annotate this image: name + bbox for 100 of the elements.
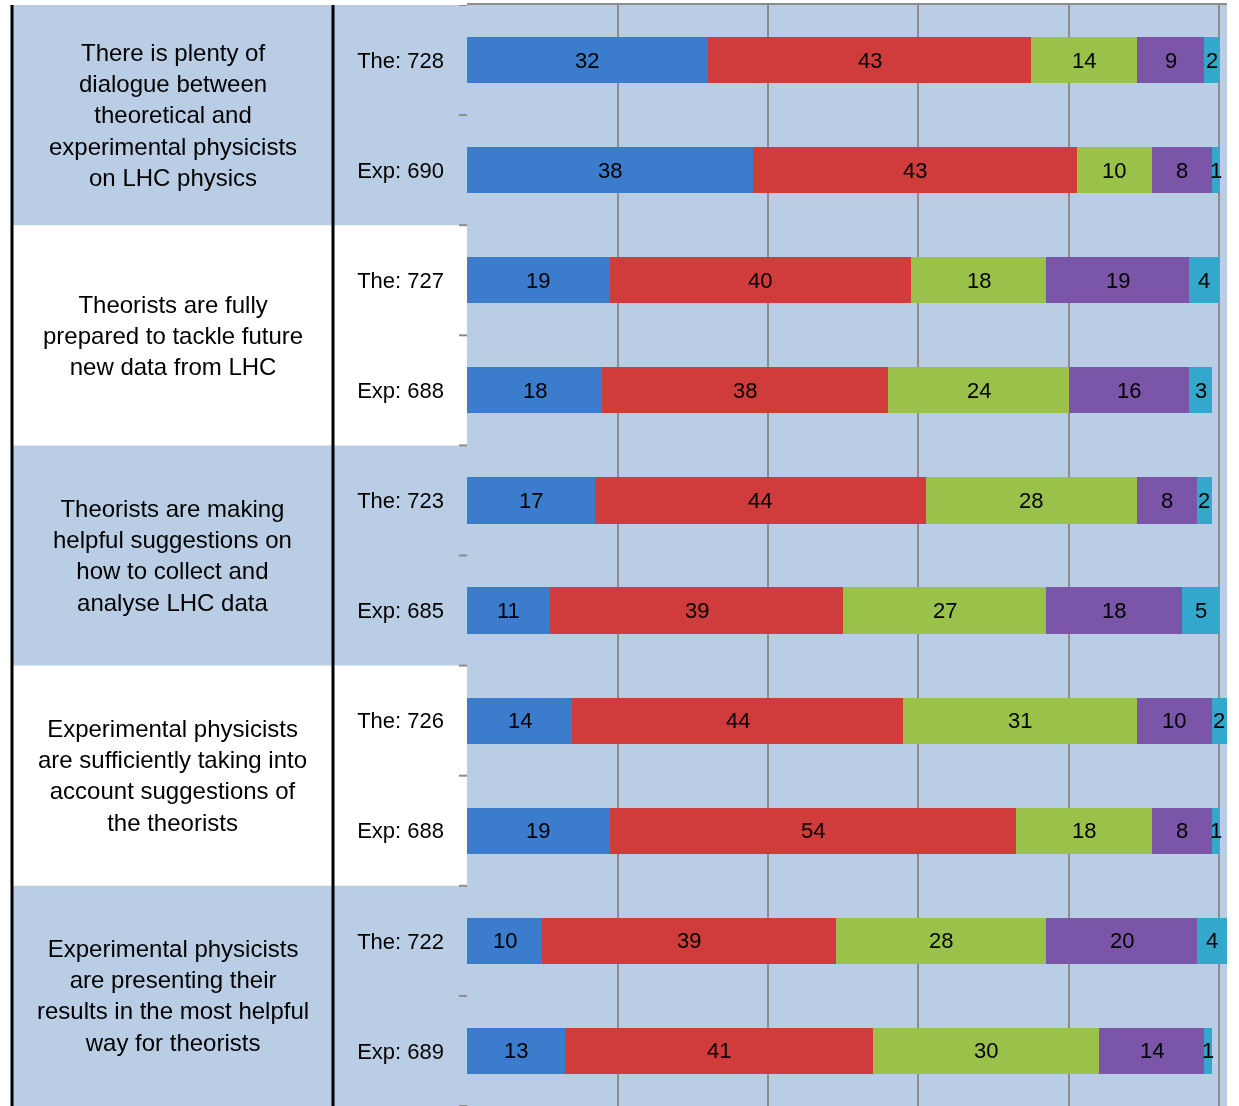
text: Theorists are making helpful suggestions on how to collect and analyse LHC data [53, 495, 292, 616]
y-tick-label: The: 728 [357, 47, 444, 73]
bar [1099, 1027, 1205, 1075]
y-tick-label: The: 722 [357, 928, 444, 954]
bar [1189, 257, 1220, 304]
data-label: 17 [519, 488, 544, 513]
y-tick-label: The: 727 [357, 267, 444, 293]
data-label: 8 [1176, 158, 1189, 183]
bar [572, 697, 904, 744]
bar [542, 917, 836, 964]
data-label: 18 [967, 268, 992, 293]
bar [1196, 917, 1227, 964]
data-label: 10 [1102, 158, 1127, 183]
text: Theorists are fully prepared to tackle future new data from LHC [43, 291, 304, 381]
bar [888, 367, 1069, 414]
y-tick-label: Exp: 685 [357, 598, 444, 624]
bar [1136, 477, 1197, 524]
bar [1151, 807, 1212, 854]
bar [910, 257, 1047, 304]
data-label: 19 [526, 818, 551, 843]
data-label: 4 [1206, 928, 1219, 953]
bar [1136, 36, 1205, 84]
bar [903, 697, 1137, 744]
bar [707, 36, 1032, 84]
bar [835, 917, 1047, 964]
data-label: 10 [493, 928, 518, 953]
data-label: 18 [1072, 818, 1097, 843]
data-label: 38 [598, 158, 623, 183]
data-label: 14 [1072, 48, 1097, 73]
text: Experimental physicists are presenting their results in the most helpful way for theorists [37, 935, 310, 1056]
data-label: 30 [974, 1038, 999, 1063]
data-label: 13 [504, 1038, 529, 1063]
data-label: 44 [726, 708, 751, 733]
bar [1151, 147, 1212, 194]
data-label: 24 [967, 378, 992, 403]
data-label: 54 [801, 818, 826, 843]
y-tick-label: The: 723 [357, 488, 444, 514]
bar [873, 1027, 1100, 1075]
bar [609, 807, 1017, 854]
data-label: 20 [1110, 928, 1135, 953]
data-label: 2 [1198, 488, 1211, 513]
data-label: 18 [1102, 598, 1127, 623]
data-label: 11 [497, 598, 520, 623]
data-label: 43 [903, 158, 928, 183]
bar [467, 807, 610, 854]
data-label: 14 [508, 708, 533, 733]
text: Experimental physicists are sufficiently taking into account suggestions of the theorists [38, 715, 308, 836]
data-label: 3 [1195, 378, 1208, 403]
bar [752, 147, 1077, 194]
bar [467, 367, 603, 414]
y-tick-label: Exp: 689 [357, 1038, 444, 1064]
bar [549, 587, 844, 634]
data-label: 5 [1195, 598, 1208, 623]
data-label: 28 [929, 928, 954, 953]
data-label: 19 [526, 268, 551, 293]
data-label: 2 [1206, 48, 1219, 73]
text: There is plenty of dialogue between theoretical and experimental physicists on LHC physics [49, 39, 298, 191]
bar [1181, 587, 1220, 634]
bar [1189, 367, 1212, 414]
bar [1076, 147, 1152, 194]
data-label: 32 [575, 48, 600, 73]
bar [467, 917, 543, 964]
bar [1046, 917, 1197, 964]
data-label: 8 [1176, 818, 1189, 843]
bar [564, 1027, 874, 1075]
data-label: 19 [1106, 268, 1131, 293]
data-label: 4 [1198, 268, 1211, 293]
data-label: 39 [677, 928, 702, 953]
y-tick-label: Exp: 688 [357, 818, 444, 844]
bar [1136, 697, 1212, 744]
bar [1046, 257, 1190, 304]
bar [467, 477, 595, 524]
bar [1068, 367, 1190, 414]
bar [1046, 587, 1182, 634]
data-label: 8 [1161, 488, 1174, 513]
bar [467, 697, 573, 744]
data-label: 10 [1162, 708, 1187, 733]
bar [609, 257, 911, 304]
data-label: 44 [748, 488, 773, 513]
data-label: 43 [858, 48, 883, 73]
y-tick-label: Exp: 690 [357, 157, 444, 183]
bar [467, 147, 753, 194]
y-tick-label: The: 726 [357, 708, 444, 734]
bar [602, 367, 889, 414]
data-label: 39 [685, 598, 710, 623]
data-label: 38 [733, 378, 758, 403]
data-label: 2 [1213, 708, 1226, 733]
data-label: 14 [1140, 1038, 1165, 1063]
bar [467, 36, 708, 84]
y-tick-label: Exp: 688 [357, 378, 444, 404]
data-label: 9 [1165, 48, 1178, 73]
bar [1031, 36, 1137, 84]
bar [594, 477, 927, 524]
bar [926, 477, 1137, 524]
data-label: 41 [707, 1038, 732, 1063]
data-label: 31 [1008, 708, 1033, 733]
bar [467, 1027, 565, 1075]
data-label: 40 [748, 268, 773, 293]
bar [1016, 807, 1152, 854]
bar [843, 587, 1047, 634]
